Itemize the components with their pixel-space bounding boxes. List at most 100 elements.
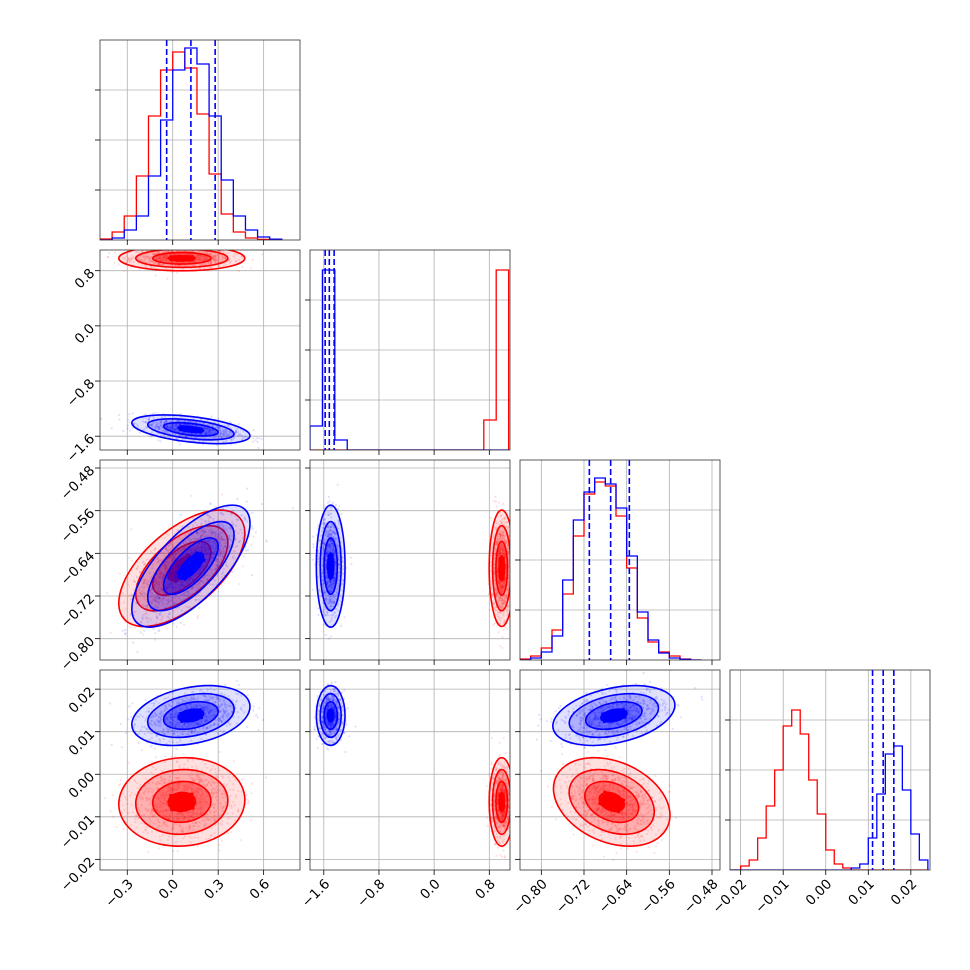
scatter-point: [212, 258, 215, 261]
scatter-point: [179, 559, 182, 562]
scatter-point: [184, 545, 187, 549]
scatter-point: [220, 558, 223, 561]
scatter-point: [151, 253, 154, 256]
scatter-point: [189, 538, 192, 541]
scatter-point: [207, 433, 210, 436]
scatter-point: [170, 585, 173, 589]
scatter-point: [191, 548, 194, 551]
scatter-point: [193, 537, 196, 540]
scatter-point: [193, 521, 197, 524]
scatter-point: [215, 253, 219, 256]
scatter-point: [211, 557, 214, 560]
scatter-point: [196, 258, 199, 261]
scatter-point: [168, 585, 171, 588]
scatter-point: [178, 565, 181, 568]
scatter-point: [209, 252, 212, 255]
scatter-point: [151, 585, 154, 588]
scatter-point: [190, 432, 193, 435]
scatter-point: [168, 548, 171, 551]
scatter-point: [166, 567, 169, 570]
scatter-point: [221, 571, 225, 574]
scatter-point: [173, 428, 176, 431]
scatter-point: [156, 251, 159, 254]
scatter-point: [190, 582, 193, 585]
scatter-point: [179, 420, 182, 423]
scatter-point: [189, 432, 192, 435]
scatter-point: [187, 537, 190, 540]
scatter-point: [121, 592, 124, 595]
scatter-point: [155, 579, 158, 582]
scatter-point: [207, 546, 210, 549]
scatter-point: [216, 444, 219, 447]
scatter-point: [221, 530, 224, 534]
histogram-2: [520, 460, 702, 660]
scatter-point: [153, 549, 156, 552]
scatter-point: [511, 550, 513, 552]
scatter-point: [159, 434, 162, 437]
scatter-point: [205, 557, 208, 561]
scatter-point: [164, 250, 167, 254]
scatter-point: [171, 253, 174, 256]
scatter-point: [245, 436, 248, 439]
scatter-point: [169, 556, 172, 559]
scatter-point: [155, 578, 158, 581]
scatter-point: [165, 257, 168, 260]
scatter-point: [186, 590, 189, 593]
scatter-point: [166, 250, 170, 253]
scatter-point: [217, 434, 220, 438]
scatter-point: [179, 621, 183, 624]
scatter-point: [219, 432, 222, 435]
scatter-point: [207, 551, 210, 554]
scatter-point: [223, 255, 226, 258]
scatter-point: [211, 552, 214, 555]
scatter-point: [169, 563, 172, 566]
scatter-point: [155, 599, 158, 603]
scatter-point: [155, 606, 158, 609]
contour-line: [146, 418, 235, 441]
scatter-point: [149, 590, 152, 594]
scatter-point: [160, 263, 163, 267]
scatter-point: [203, 543, 206, 546]
scatter-point: [156, 582, 159, 586]
scatter-point: [160, 416, 164, 419]
scatter-point: [177, 419, 180, 422]
scatter-point: [173, 597, 176, 600]
scatter-point: [219, 550, 222, 554]
scatter-point: [204, 427, 207, 430]
scatter-point: [234, 557, 237, 560]
scatter-point: [231, 520, 234, 524]
scatter-point: [166, 425, 169, 428]
scatter-point: [212, 255, 215, 258]
scatter-point: [174, 565, 177, 568]
scatter-point: [183, 623, 186, 626]
scatter-point: [194, 578, 197, 581]
scatter-point: [172, 571, 175, 574]
scatter-point: [164, 595, 167, 598]
scatter-point: [154, 581, 157, 584]
scatter-point: [204, 262, 207, 265]
scatter-point: [222, 556, 225, 559]
scatter-point: [139, 258, 142, 261]
scatter-point: [160, 259, 163, 262]
scatter-point: [171, 247, 173, 249]
scatter-point: [236, 519, 239, 522]
contour-line: [134, 250, 229, 269]
scatter-point: [156, 593, 159, 596]
scatter-point: [192, 436, 196, 439]
scatter-point: [184, 583, 187, 586]
scatter-point: [171, 554, 174, 557]
scatter-point: [162, 597, 165, 601]
scatter-point: [350, 556, 353, 559]
scatter-point: [136, 250, 139, 253]
scatter-point: [155, 591, 158, 594]
scatter-point: [204, 573, 207, 577]
scatter-point: [183, 594, 186, 597]
scatter-point: [169, 588, 172, 591]
scatter-point: [159, 586, 162, 589]
scatter-point: [513, 574, 515, 576]
scatter-point: [242, 555, 245, 558]
scatter-point: [154, 600, 157, 604]
scatter-point: [221, 538, 224, 541]
scatter-point: [209, 516, 213, 519]
scatter-point: [191, 580, 194, 584]
